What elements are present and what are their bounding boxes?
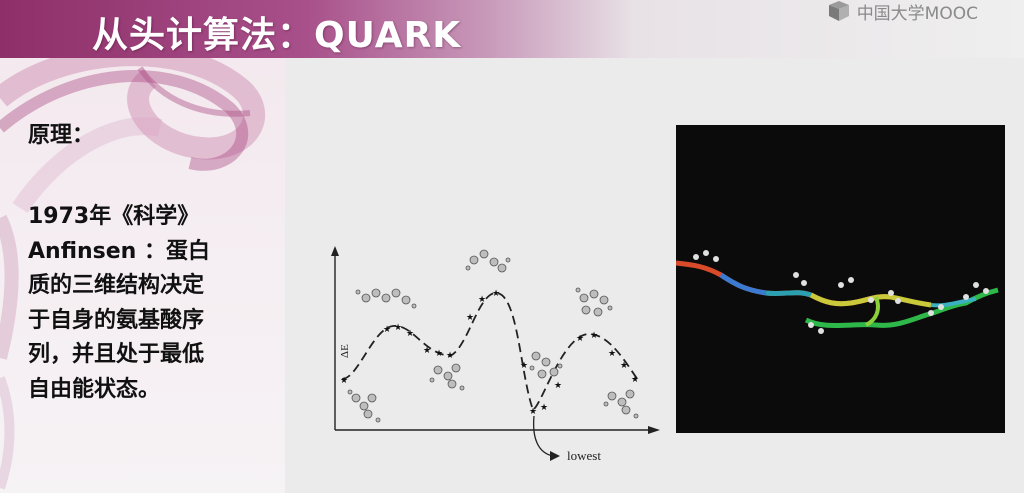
svg-text:★: ★ <box>466 313 474 323</box>
svg-text:★: ★ <box>340 376 348 386</box>
svg-text:★: ★ <box>540 403 548 413</box>
molecule-icon <box>347 389 381 423</box>
y-axis-arrow <box>331 246 339 256</box>
energy-landscape-plot: ΔE ★★ ★★ ★ ★ ★★ ★★★★ ★★★ ★ ★★★ lowest <box>331 246 660 463</box>
protein-structure-image <box>676 125 1005 433</box>
svg-text:★: ★ <box>423 346 431 356</box>
svg-text:★: ★ <box>576 334 584 344</box>
mooc-logo: 中国大学MOOC <box>827 0 978 24</box>
svg-text:★: ★ <box>492 289 500 299</box>
svg-text:★: ★ <box>394 323 402 333</box>
description-line: 于自身的氨基酸序 <box>28 307 205 333</box>
molecule-icon <box>529 351 563 379</box>
description-text: 1973年《科学》 Anfinsen ：蛋白 质的三维结构决定 于自身的氨基酸序… <box>28 200 278 407</box>
svg-text:★: ★ <box>383 325 391 335</box>
description-line: Anfinsen ：蛋白 <box>28 238 210 264</box>
mooc-logo-icon <box>828 1 849 21</box>
left-panel <box>0 58 285 493</box>
molecule-icon <box>575 287 613 317</box>
svg-text:★: ★ <box>520 361 528 371</box>
y-axis-label: ΔE <box>339 344 351 358</box>
energy-curve <box>341 292 639 412</box>
svg-text:★: ★ <box>554 381 562 391</box>
arrow-icon <box>532 415 554 457</box>
lowest-annotation: lowest <box>567 448 601 463</box>
title-bar <box>0 0 1024 58</box>
arrow-head <box>550 451 560 461</box>
svg-text:★: ★ <box>435 349 443 359</box>
molecule-icon <box>603 389 639 419</box>
principle-label: 原理： <box>28 123 95 148</box>
svg-text:★: ★ <box>406 329 414 339</box>
description-line: 列，并且处于最低 <box>28 342 205 367</box>
svg-text:★: ★ <box>608 349 616 359</box>
svg-text:★: ★ <box>446 351 454 361</box>
description-line: 自由能状态。 <box>28 376 161 402</box>
description-line: 1973年《科学》 <box>28 204 200 229</box>
logo-text: 中国大学MOOC <box>856 3 978 24</box>
svg-text:★: ★ <box>478 295 486 305</box>
decorative-smoke-graphic <box>0 58 266 490</box>
svg-text:★: ★ <box>620 361 628 371</box>
slide-title: 从头计算法：QUARK <box>92 15 462 56</box>
x-axis-arrow <box>648 426 660 434</box>
curve-star-markers: ★★ ★★ ★ ★ ★★ ★★★★ ★★★ ★ ★★★ <box>340 289 639 417</box>
molecule-icon <box>429 363 465 391</box>
svg-text:★: ★ <box>631 375 639 385</box>
svg-text:★: ★ <box>529 407 537 417</box>
molecule-icon <box>465 249 511 273</box>
svg-text:★: ★ <box>590 331 598 341</box>
description-line: 质的三维结构决定 <box>28 273 205 298</box>
molecule-icon <box>355 288 417 309</box>
